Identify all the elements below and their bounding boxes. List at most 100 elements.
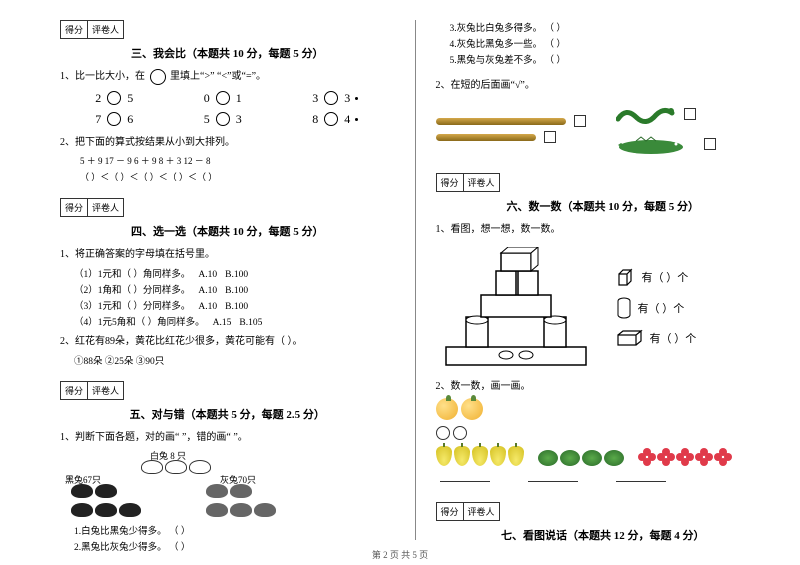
- melon-icon: [604, 450, 624, 466]
- short-compare: [436, 97, 771, 161]
- circle-icon[interactable]: [324, 91, 338, 105]
- circle-icon[interactable]: [107, 112, 121, 126]
- white-rabbits-icon: [140, 459, 212, 478]
- score-box-5: 得分 评卷人: [60, 381, 124, 400]
- opt-b: B.105: [239, 318, 262, 328]
- compare-row-2: 76 53 84: [60, 112, 395, 127]
- opt-b: B.100: [225, 286, 248, 296]
- blank-line[interactable]: [528, 472, 578, 482]
- num: 7: [95, 112, 101, 127]
- animal-group: [616, 97, 716, 161]
- pear-icon: [454, 446, 470, 466]
- num: 0: [204, 91, 210, 106]
- right-column: 3.灰兔比白兔多得多。 （ ） 4.灰兔比黑兔多一些。 （ ） 5.黑兔与灰兔差…: [415, 20, 771, 540]
- sec4-q1: 1、将正确答案的字母填在括号里。: [60, 245, 395, 260]
- opt-line: （1）1元和（ ）角同样多。A.10B.100: [74, 266, 395, 280]
- melon-group: [538, 450, 624, 466]
- q1-text-b: 里填上“>” “<”或“=”。: [170, 71, 266, 82]
- compare-item: 76: [95, 112, 133, 127]
- rect-row: 有（ ）个: [616, 329, 697, 347]
- checkbox[interactable]: [684, 108, 696, 120]
- num: 5: [127, 91, 133, 106]
- circle-icon[interactable]: [324, 112, 338, 126]
- opt-line: （2）1角和（ ）分同样多。A.10B.100: [74, 282, 395, 296]
- compare-item: 84: [312, 112, 359, 127]
- cuboid-icon: [616, 329, 644, 347]
- pear-group: [436, 446, 524, 466]
- q1-text-a: 1、比一比大小，在: [60, 71, 145, 82]
- crocodile-icon: [616, 131, 696, 157]
- has-text: 有（ ）个: [638, 300, 685, 316]
- blank-line[interactable]: [440, 472, 490, 482]
- building-blocks-icon: [436, 247, 596, 367]
- score-box-6: 得分 评卷人: [436, 173, 500, 192]
- peach-row: [436, 398, 771, 420]
- page-footer: 第 2 页 共 5 页: [0, 548, 800, 561]
- checkbox[interactable]: [704, 138, 716, 150]
- opt-a: A.10: [198, 270, 217, 280]
- score-box-3: 得分 评卷人: [60, 20, 124, 39]
- judge-3: 3.灰兔比白兔多得多。 （ ）: [450, 20, 771, 34]
- flower-icon: [638, 448, 656, 466]
- cube-row: 有（ ）个: [616, 267, 697, 287]
- circle-o-icon: [436, 426, 450, 440]
- melon-icon: [582, 450, 602, 466]
- left-column: 得分 评卷人 三、我会比（本题共 10 分，每题 5 分） 1、比一比大小，在 …: [60, 20, 415, 540]
- circle-icon[interactable]: [107, 91, 121, 105]
- score-label: 得分: [61, 382, 88, 399]
- pear-icon: [508, 446, 524, 466]
- opt-a: A.15: [213, 318, 232, 328]
- sec3-exprs: 5 ＋ 9 17 － 9 6 ＋ 9 8 ＋ 3 12 － 8: [80, 154, 395, 167]
- rope-icon: [436, 118, 566, 125]
- opt-text: （4）1元5角和（ ）角同样多。: [74, 318, 205, 328]
- peach-icon: [436, 398, 458, 420]
- melon-icon: [560, 450, 580, 466]
- dot-icon: [355, 118, 358, 121]
- rope-row: [436, 115, 586, 127]
- circle-icon[interactable]: [216, 91, 230, 105]
- score-box-7: 得分 评卷人: [436, 502, 500, 521]
- sec3-q1: 1、比一比大小，在 里填上“>” “<”或“=”。: [60, 67, 395, 85]
- checkbox[interactable]: [574, 115, 586, 127]
- croc-row: [616, 131, 716, 157]
- circle-o-icon: [453, 426, 467, 440]
- pear-icon: [436, 446, 452, 466]
- sec6-q1: 1、看图，想一想，数一数。: [436, 220, 771, 235]
- compare-item: 01: [204, 91, 242, 106]
- sec3-blanks: （ ）＜（ ）＜（ ）＜（ ）＜（ ）: [80, 170, 395, 183]
- melon-icon: [538, 450, 558, 466]
- cube-icon: [616, 267, 636, 287]
- opt-text: （3）1元和（ ）分同样多。: [74, 302, 190, 312]
- rope-group: [436, 111, 586, 147]
- rabbit-figure: 白兔 8 只 黑兔67只 灰兔70只: [60, 449, 280, 519]
- shape-counts: 有（ ）个 有（ ）个 有（ ）个: [616, 257, 697, 357]
- circle-icon[interactable]: [216, 112, 230, 126]
- blank-line[interactable]: [616, 472, 666, 482]
- marker-label: 评卷人: [88, 21, 123, 38]
- num: 2: [95, 91, 101, 106]
- page-root: 得分 评卷人 三、我会比（本题共 10 分，每题 5 分） 1、比一比大小，在 …: [0, 0, 800, 540]
- num: 5: [204, 112, 210, 127]
- cylinder-icon: [616, 297, 632, 319]
- opt-line: （3）1元和（ ）分同样多。A.10B.100: [74, 298, 395, 312]
- opt-line: （4）1元5角和（ ）角同样多。 A.15 B.105: [74, 314, 395, 328]
- checkbox[interactable]: [544, 131, 556, 143]
- judge-1: 1.白兔比黑兔少得多。 （ ）: [74, 523, 395, 537]
- dot-icon: [355, 97, 358, 100]
- cyl-row: 有（ ）个: [616, 297, 697, 319]
- compare-row-1: 25 01 33: [60, 91, 395, 106]
- snake-row: [616, 101, 716, 127]
- num: 4: [344, 112, 350, 127]
- blank-row: [436, 472, 771, 482]
- rope-row: [436, 131, 586, 143]
- circle-row: [436, 426, 771, 440]
- compare-item: 53: [204, 112, 242, 127]
- score-label: 得分: [437, 503, 464, 520]
- score-label: 得分: [61, 199, 88, 216]
- rope-icon: [436, 134, 536, 141]
- grey-rabbits-icon: [205, 483, 277, 521]
- score-box-4: 得分 评卷人: [60, 198, 124, 217]
- marker-label: 评卷人: [464, 174, 499, 191]
- sec6-q2: 2、数一数，画一画。: [436, 377, 771, 392]
- black-rabbits-icon: [70, 483, 142, 521]
